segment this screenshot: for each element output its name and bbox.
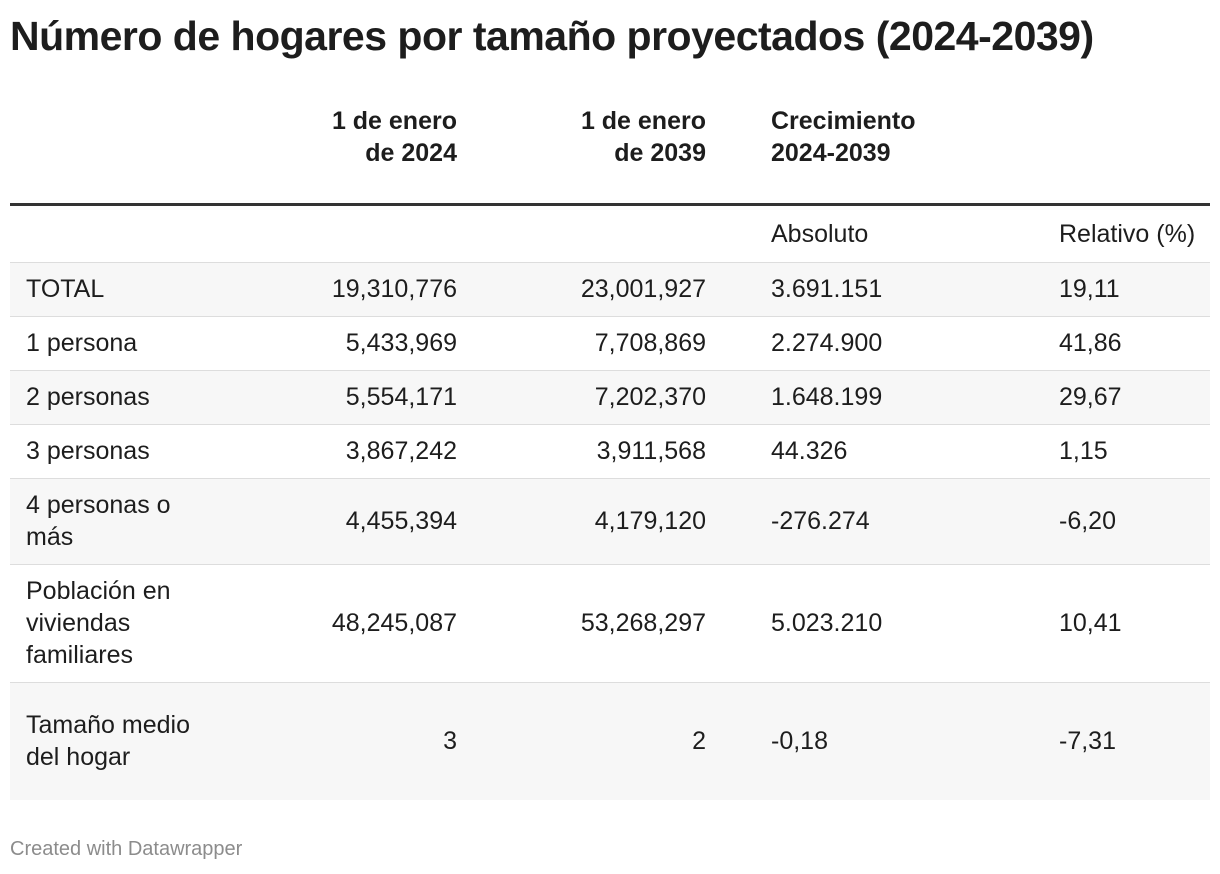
subheader-relativo: Relativo (%) xyxy=(1059,204,1210,263)
row-label: Tamaño medio del hogar xyxy=(10,682,224,800)
table-header-row: 1 de enero de 2024 1 de enero de 2039 Cr… xyxy=(10,105,1210,206)
value-2024: 3,867,242 xyxy=(224,424,457,479)
table-row: 3 personas 3,867,242 3,911,568 44.326 1,15 xyxy=(10,424,1210,479)
chart-title: Número de hogares por tamaño proyectados… xyxy=(10,13,1094,59)
header-line: 2024-2039 xyxy=(771,139,891,167)
value-2039: 7,202,370 xyxy=(457,370,706,425)
row-label: 3 personas xyxy=(10,424,224,479)
value-2039: 4,179,120 xyxy=(457,478,706,565)
header-line: de 2024 xyxy=(365,139,457,167)
growth-absolute: 5.023.210 xyxy=(706,564,1059,683)
table-row: 2 personas 5,554,171 7,202,370 1.648.199 29,… xyxy=(10,370,1210,425)
header-cell-2024[interactable]: 1 de enero de 2024 xyxy=(224,105,457,206)
table-row: Población en viviendas familiares 48,245,… xyxy=(10,564,1210,683)
growth-absolute: 44.326 xyxy=(706,424,1059,479)
header-line: 1 de enero xyxy=(331,107,457,135)
row-label: 1 persona xyxy=(10,316,224,371)
growth-absolute: -276.274 xyxy=(706,478,1059,565)
value-2024: 19,310,776 xyxy=(224,262,457,317)
value-2039: 53,268,297 xyxy=(457,564,706,683)
subheader-row: Absoluto Relativo (%) xyxy=(10,204,1210,263)
table-row: 4 personas o más 4,455,394 4,179,120 -276.2… xyxy=(10,478,1210,565)
growth-relative: -6,20 xyxy=(1059,478,1210,565)
subheader-cell xyxy=(224,204,457,263)
subheader-cell xyxy=(10,204,224,263)
row-label: 4 personas o más xyxy=(10,478,224,565)
header-line: 1 de enero xyxy=(580,107,706,135)
growth-relative: 10,41 xyxy=(1059,564,1210,683)
growth-relative: 19,11 xyxy=(1059,262,1210,317)
row-label: 2 personas xyxy=(10,370,224,425)
growth-absolute: 3.691.151 xyxy=(706,262,1059,317)
header-line: de 2039 xyxy=(614,139,706,167)
growth-absolute: 1.648.199 xyxy=(706,370,1059,425)
header-line: Crecimiento xyxy=(771,107,916,135)
value-2024: 3 xyxy=(224,682,457,800)
value-2024: 48,245,087 xyxy=(224,564,457,683)
value-2024: 5,554,171 xyxy=(224,370,457,425)
subheader-absoluto: Absoluto xyxy=(706,204,1059,263)
growth-relative: 41,86 xyxy=(1059,316,1210,371)
header-cell-relative xyxy=(1059,105,1210,206)
header-cell-growth[interactable]: Crecimiento 2024-2039 xyxy=(706,105,1059,206)
table-body: TOTAL 19,310,776 23,001,927 3.691.151 19,11 1… xyxy=(10,262,1210,800)
value-2039: 23,001,927 xyxy=(457,262,706,317)
growth-absolute: 2.274.900 xyxy=(706,316,1059,371)
table-row: 1 persona 5,433,969 7,708,869 2.274.900 41,8… xyxy=(10,316,1210,371)
growth-relative: 29,67 xyxy=(1059,370,1210,425)
row-label: Población en viviendas familiares xyxy=(10,564,224,683)
header-cell-label xyxy=(10,105,224,206)
table-row: TOTAL 19,310,776 23,001,927 3.691.151 19,11 xyxy=(10,262,1210,317)
value-2039: 3,911,568 xyxy=(457,424,706,479)
datawrapper-credit: Created with Datawrapper xyxy=(10,838,243,860)
value-2024: 4,455,394 xyxy=(224,478,457,565)
growth-relative: -7,31 xyxy=(1059,682,1210,800)
subheader-cell xyxy=(457,204,706,263)
row-label: TOTAL xyxy=(10,262,224,317)
value-2039: 2 xyxy=(457,682,706,800)
value-2024: 5,433,969 xyxy=(224,316,457,371)
growth-relative: 1,15 xyxy=(1059,424,1210,479)
header-cell-2039[interactable]: 1 de enero de 2039 xyxy=(457,105,706,206)
data-table: 1 de enero de 2024 1 de enero de 2039 Cr… xyxy=(10,105,1210,800)
table-row: Tamaño medio del hogar 3 2 -0,18 -7,31 xyxy=(10,682,1210,800)
growth-absolute: -0,18 xyxy=(706,682,1059,800)
value-2039: 7,708,869 xyxy=(457,316,706,371)
